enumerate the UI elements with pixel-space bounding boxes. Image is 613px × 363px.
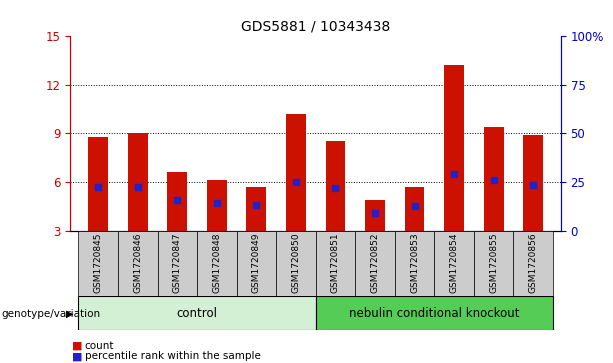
Text: GSM1720845: GSM1720845	[94, 233, 103, 293]
Text: genotype/variation: genotype/variation	[1, 309, 101, 319]
Text: ■: ■	[72, 351, 83, 362]
Text: GSM1720854: GSM1720854	[449, 233, 459, 293]
Text: count: count	[85, 340, 114, 351]
Point	[291, 179, 301, 185]
Bar	[524, 135, 543, 231]
Bar	[326, 142, 345, 231]
Bar	[128, 134, 148, 231]
Point	[449, 171, 459, 177]
Text: GSM1720847: GSM1720847	[173, 233, 182, 293]
Bar	[316, 231, 356, 296]
Text: percentile rank within the sample: percentile rank within the sample	[85, 351, 261, 362]
Text: GSM1720852: GSM1720852	[370, 233, 379, 293]
Bar	[207, 180, 227, 231]
Bar	[484, 127, 503, 231]
Title: GDS5881 / 10343438: GDS5881 / 10343438	[241, 20, 390, 34]
Text: GSM1720846: GSM1720846	[133, 233, 142, 293]
Text: GSM1720849: GSM1720849	[252, 233, 261, 293]
Bar	[365, 200, 385, 231]
Bar	[197, 231, 237, 296]
Text: GSM1720851: GSM1720851	[331, 233, 340, 294]
Bar	[435, 231, 474, 296]
Text: nebulin conditional knockout: nebulin conditional knockout	[349, 307, 520, 319]
Bar	[356, 231, 395, 296]
Point	[409, 203, 419, 209]
Bar	[286, 114, 306, 231]
Point	[251, 202, 261, 208]
Bar	[405, 187, 424, 231]
Bar	[474, 231, 514, 296]
Bar	[316, 296, 553, 330]
Text: GSM1720848: GSM1720848	[212, 233, 221, 293]
Point	[528, 182, 538, 188]
Text: control: control	[177, 307, 218, 319]
Bar	[514, 231, 553, 296]
Point	[489, 178, 498, 183]
Bar	[88, 136, 108, 231]
Point	[212, 200, 222, 206]
Point	[172, 197, 182, 203]
Text: GSM1720853: GSM1720853	[410, 233, 419, 294]
Bar	[246, 187, 266, 231]
Bar	[158, 231, 197, 296]
Text: ■: ■	[72, 340, 83, 351]
Bar	[167, 172, 187, 231]
Bar	[78, 231, 118, 296]
Text: ▶: ▶	[66, 309, 74, 319]
Text: GSM1720855: GSM1720855	[489, 233, 498, 294]
Bar	[118, 231, 158, 296]
Text: GSM1720856: GSM1720856	[528, 233, 538, 294]
Bar	[276, 231, 316, 296]
Bar	[78, 296, 316, 330]
Bar	[237, 231, 276, 296]
Point	[330, 185, 340, 191]
Bar	[395, 231, 435, 296]
Point	[93, 184, 103, 190]
Point	[370, 210, 380, 216]
Point	[133, 184, 143, 190]
Bar	[444, 65, 464, 231]
Text: GSM1720850: GSM1720850	[291, 233, 300, 294]
